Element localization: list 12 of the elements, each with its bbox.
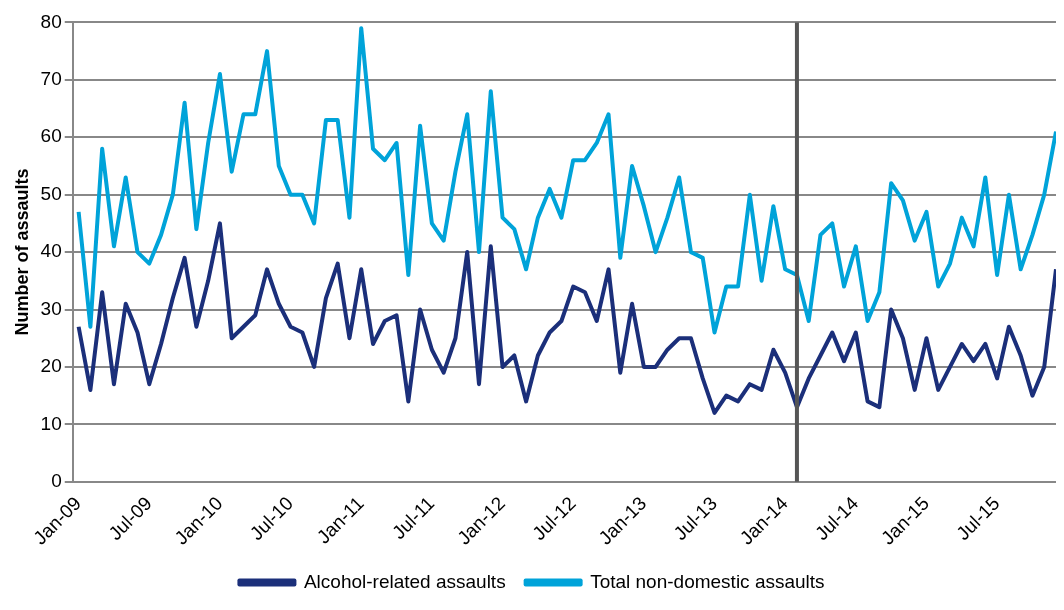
y-tick-label: 0 (51, 470, 62, 492)
y-tick-label: 80 (40, 10, 62, 32)
y-tick-label: 10 (40, 412, 62, 434)
y-axis-title: Number of assaults (11, 168, 32, 336)
y-tick-label: 50 (40, 182, 62, 204)
legend-label: Total non-domestic assaults (590, 570, 825, 592)
y-tick-label: 60 (40, 125, 62, 147)
y-tick-label: 30 (40, 297, 62, 319)
legend-label: Alcohol-related assaults (303, 570, 506, 592)
y-tick-label: 70 (40, 68, 62, 90)
y-tick-label: 20 (40, 355, 62, 377)
y-tick-label: 40 (40, 240, 62, 262)
